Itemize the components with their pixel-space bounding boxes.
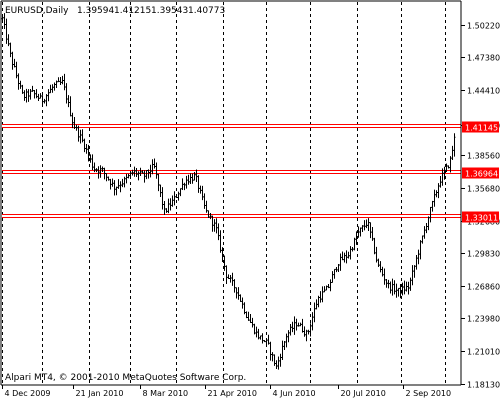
x-tick-label: 20 Jul 2010: [341, 389, 386, 398]
price-label-box: [462, 167, 499, 179]
y-tick-label: 1.35680: [467, 185, 500, 194]
x-tick-label: 4 Dec 2009: [5, 389, 51, 398]
ohlc-open: 1.39594: [77, 6, 114, 16]
price-label-text: 1.36964: [465, 170, 498, 179]
y-tick-label: 1.21010: [467, 348, 500, 357]
watermark: Alpari MT4, © 2001-2010 MetaQuotes Softw…: [5, 373, 246, 383]
price-label-text: 1.33011: [465, 214, 498, 223]
ohlc-low: 1.39543: [151, 6, 188, 16]
ohlc-high: 1.41215: [114, 6, 151, 16]
period-separators: [2, 2, 446, 384]
x-tick-label: 2 Sep 2010: [406, 389, 452, 398]
price-label-box: [462, 121, 499, 133]
y-tick-label: 1.26860: [467, 283, 500, 292]
ohlc-close: 1.40773: [188, 6, 225, 16]
price-labels: 1.41145 1.36964 1.33011: [462, 121, 499, 223]
y-tick-label: 1.50220: [467, 22, 500, 31]
price-bars: [1, 13, 456, 370]
y-tick-label: 1.29830: [467, 250, 500, 259]
chart-title: EURUSD,Daily: [5, 6, 69, 16]
x-axis: 4 Dec 2009 21 Jan 2010 8 Mar 2010 21 Apr 20…: [2, 385, 452, 398]
y-tick-label: 1.47380: [467, 54, 500, 63]
x-tick-label: 4 Jun 2010: [273, 389, 316, 398]
x-tick-label: 21 Apr 2010: [208, 389, 257, 398]
y-tick-label: 1.44410: [467, 87, 500, 96]
x-tick-label: 8 Mar 2010: [143, 389, 189, 398]
y-tick-label: 1.23980: [467, 315, 500, 324]
price-label-box: [462, 211, 499, 223]
y-tick-label: 1.38560: [467, 152, 500, 161]
price-label-text: 1.41145: [465, 124, 498, 133]
x-tick-label: 21 Jan 2010: [76, 389, 124, 398]
y-tick-label: 1.18130: [467, 381, 500, 390]
